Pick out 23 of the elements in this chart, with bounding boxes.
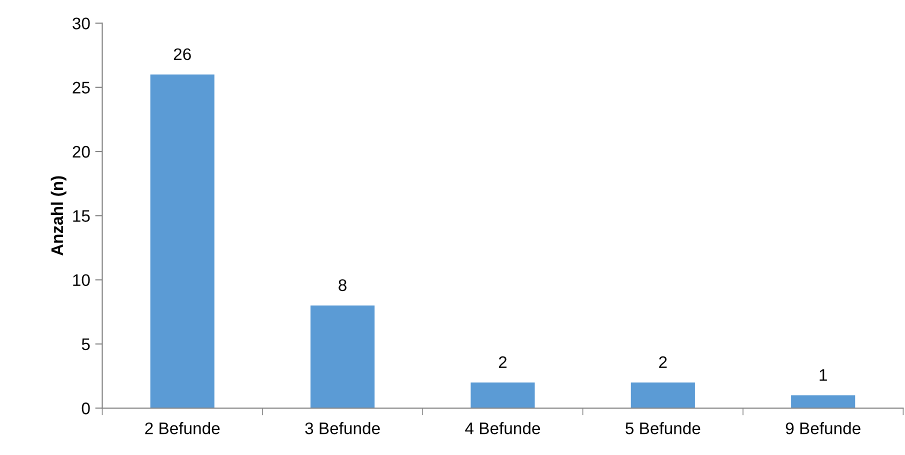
data-label: 26 [174,48,191,60]
x-tick-label: 4 Befunde [465,422,540,434]
x-tick-label: 2 Befunde [145,422,220,434]
data-label: 1 [820,369,827,381]
y-tick-label: 15 [73,210,90,222]
y-tick-label: 20 [72,146,90,158]
y-tick-label: 0 [82,402,90,414]
data-label: 2 [498,356,507,368]
data-label: 8 [338,279,346,292]
bar [791,395,856,408]
x-tick-label: 3 Befunde [305,422,380,434]
y-tick-label: 25 [72,82,90,94]
bar [310,305,375,408]
data-label: 2 [659,356,667,368]
y-tick-label: 10 [73,274,90,286]
y-tick-label: 5 [82,338,90,350]
x-tick-label: 9 Befunde [786,422,860,434]
y-axis-title: Anzahl (n) [50,176,66,256]
bar [630,382,695,408]
bar [470,382,535,408]
y-tick-label: 30 [72,18,90,30]
x-tick-label: 5 Befunde [626,422,700,434]
bar [150,74,214,408]
